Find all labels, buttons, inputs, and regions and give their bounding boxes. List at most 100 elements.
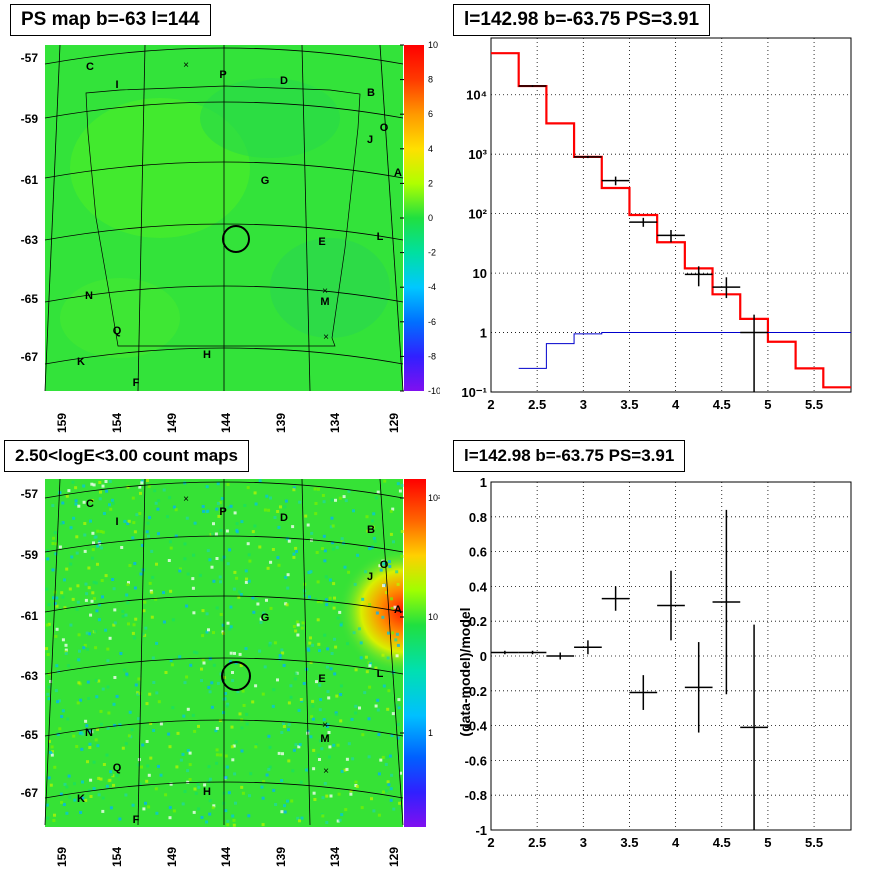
count-pixel xyxy=(55,604,59,608)
count-pixel xyxy=(130,728,134,732)
count-pixel xyxy=(224,754,228,758)
count-pixel xyxy=(366,529,370,533)
count-pixel xyxy=(212,579,216,583)
count-pixel xyxy=(395,654,399,658)
count-pixel xyxy=(229,625,233,629)
count-pixel xyxy=(82,500,86,504)
count-pixel xyxy=(55,596,59,600)
count-pixel xyxy=(146,479,149,482)
count-pixel xyxy=(51,504,55,508)
source-label: E xyxy=(318,673,325,685)
count-pixel xyxy=(280,731,284,734)
count-pixel xyxy=(171,706,175,710)
count-pixel xyxy=(83,533,87,537)
count-pixel xyxy=(120,546,124,549)
count-pixel xyxy=(84,598,88,602)
count-pixel xyxy=(202,661,206,665)
count-pixel xyxy=(268,745,272,749)
count-pixel xyxy=(226,823,230,827)
count-pixel xyxy=(329,794,333,798)
count-pixel xyxy=(333,596,336,600)
count-pixel xyxy=(388,754,392,758)
x-tick-label: 139 xyxy=(274,847,288,867)
source-label: F xyxy=(133,377,140,389)
count-pixel xyxy=(226,621,230,625)
count-pixel xyxy=(96,727,99,731)
count-pixel xyxy=(277,525,281,529)
count-pixel xyxy=(110,498,114,502)
count-pixel xyxy=(226,819,230,823)
count-pixel xyxy=(138,782,142,786)
count-pixel xyxy=(155,562,158,566)
count-pixel xyxy=(106,647,110,651)
count-pixel xyxy=(240,749,244,753)
count-pixel xyxy=(109,507,113,511)
count-pixel xyxy=(50,753,54,757)
count-pixel xyxy=(216,681,220,685)
count-pixel xyxy=(94,581,98,585)
count-pixel xyxy=(280,810,284,814)
count-pixel xyxy=(104,628,108,632)
count-pixel xyxy=(368,603,372,607)
source-label: H xyxy=(203,349,211,361)
count-pixel xyxy=(254,502,258,506)
count-pixel xyxy=(395,570,399,574)
count-pixel xyxy=(245,577,248,581)
count-pixel xyxy=(61,501,65,505)
count-pixel xyxy=(321,494,325,497)
count-pixel xyxy=(281,651,285,655)
count-pixel xyxy=(384,762,388,766)
x-tick-label: 154 xyxy=(110,413,124,433)
y-tick-label: -0.4 xyxy=(465,719,488,734)
count-pixel xyxy=(77,633,81,637)
count-pixel xyxy=(186,749,190,752)
count-pixel xyxy=(382,684,386,688)
count-pixel xyxy=(91,548,95,552)
count-pixel xyxy=(156,507,160,511)
count-pixel xyxy=(141,632,145,636)
count-pixel xyxy=(207,628,210,632)
count-pixel xyxy=(336,819,340,823)
count-pixel xyxy=(90,730,94,734)
count-pixel xyxy=(169,658,173,662)
count-pixel xyxy=(141,543,144,547)
count-pixel xyxy=(294,629,298,633)
count-pixel xyxy=(67,664,71,668)
count-pixel xyxy=(52,819,56,822)
count-pixel xyxy=(53,765,57,769)
count-pixel xyxy=(72,734,76,738)
count-pixel xyxy=(143,600,147,604)
count-pixel xyxy=(215,753,219,757)
count-pixel xyxy=(119,652,123,655)
count-pixel xyxy=(99,490,102,494)
count-pixel xyxy=(121,746,125,750)
x-tick-label: 149 xyxy=(165,847,179,867)
count-pixel xyxy=(302,682,306,685)
count-pixel xyxy=(320,747,324,751)
count-pixel xyxy=(371,525,375,529)
count-pixel xyxy=(382,560,386,564)
count-pixel xyxy=(219,510,223,514)
count-pixel xyxy=(106,726,110,730)
count-pixel xyxy=(66,717,70,721)
colorbar-tick-label: 2 xyxy=(428,178,433,188)
count-pixel xyxy=(400,530,404,533)
plot-frame xyxy=(490,37,852,393)
count-pixel xyxy=(101,484,105,488)
count-pixel xyxy=(224,776,228,779)
y-tick-label: -65 xyxy=(21,728,39,742)
y-tick-label: -67 xyxy=(21,786,39,800)
count-pixel xyxy=(60,715,64,718)
count-pixel xyxy=(384,789,388,793)
count-pixel xyxy=(215,748,219,752)
count-pixel xyxy=(97,776,101,780)
count-pixel xyxy=(232,744,236,748)
count-pixel xyxy=(295,620,299,624)
y-tick-label: -0.6 xyxy=(465,753,487,768)
spectrum-title: l=142.98 b=-63.75 PS=3.91 xyxy=(453,4,711,36)
count-pixel xyxy=(186,572,190,576)
count-pixel xyxy=(395,703,399,707)
x-tick-label: 144 xyxy=(219,847,233,867)
count-pixel xyxy=(354,711,358,715)
count-pixel xyxy=(94,678,98,682)
